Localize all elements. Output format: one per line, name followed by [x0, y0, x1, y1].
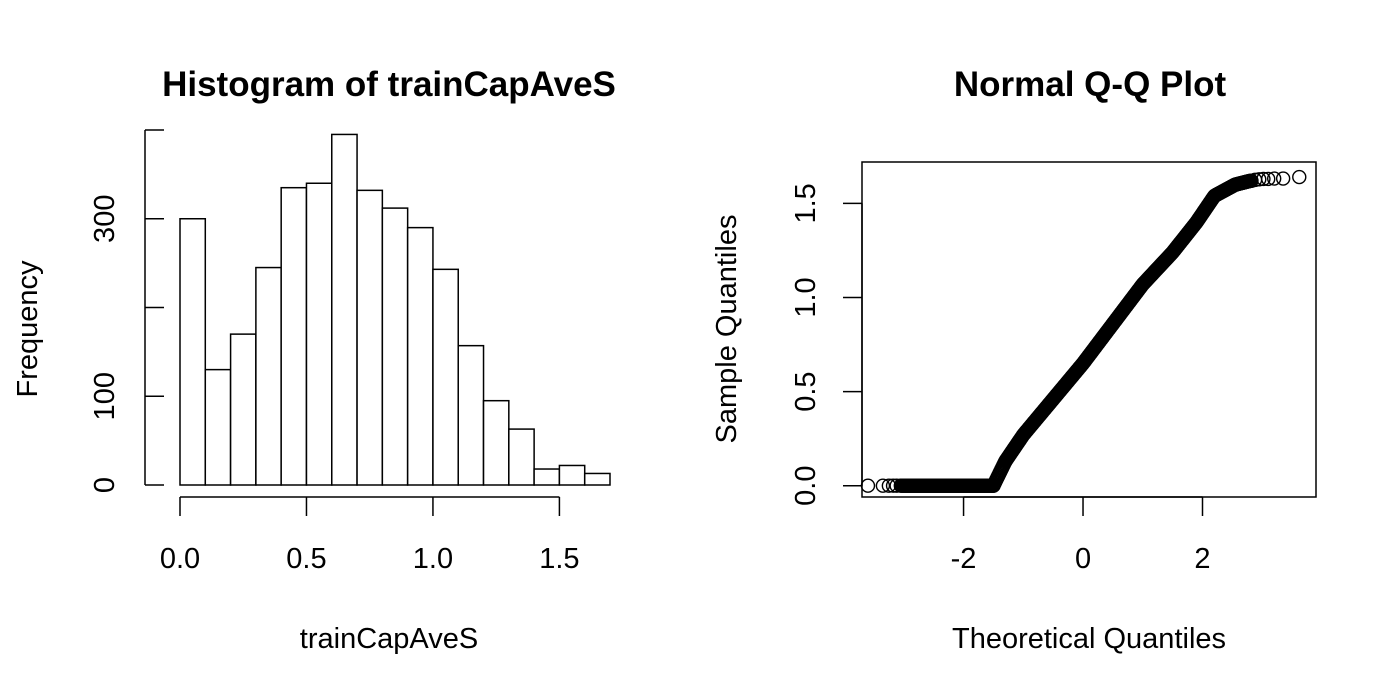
- histogram-x-axis: 0.0 0.5 1.0 1.5: [160, 496, 580, 575]
- qq-panel: Normal Q-Q Plot 0.0 0.5 1.0 1.5 -2 0 2 Theore…: [711, 65, 1317, 655]
- qq-y-tick-label: 0.0: [790, 466, 822, 506]
- histogram-x-tick-label: 1.5: [539, 543, 579, 575]
- qq-y-axis: 0.0 0.5 1.0 1.5: [790, 183, 863, 506]
- histogram-bar: [229, 333, 257, 486]
- qq-point: [1256, 171, 1271, 187]
- histogram-bar: [583, 472, 611, 486]
- histogram-panel: Histogram of trainCapAveS 0 100 300 0.0 0.5…: [12, 65, 616, 655]
- qq-x-tick-label: 0: [1075, 543, 1091, 575]
- histogram-bar: [457, 344, 485, 486]
- histogram-bar: [331, 133, 358, 486]
- histogram-bar: [255, 266, 282, 486]
- qq-point: [1252, 172, 1267, 187]
- histogram-bar: [432, 268, 459, 486]
- qq-plot-box: [861, 161, 1317, 498]
- histogram-y-tick-label: 0: [89, 477, 121, 493]
- histogram-bar: [179, 218, 207, 486]
- histogram-bar: [381, 207, 409, 486]
- histogram-x-axis-title: trainCapAveS: [300, 623, 478, 655]
- qq-point: [1261, 171, 1276, 187]
- qq-x-axis: -2 0 2: [951, 496, 1211, 575]
- histogram-bar: [204, 368, 232, 486]
- histogram-bar: [406, 226, 434, 486]
- histogram-bar: [356, 189, 384, 486]
- histogram-x-tick-label: 0.0: [160, 543, 200, 575]
- histogram-y-tick-label: 100: [89, 372, 121, 420]
- histogram-bar: [305, 182, 333, 486]
- qq-point: [875, 478, 891, 493]
- histogram-y-tick-label: 300: [89, 195, 121, 243]
- qq-title: Normal Q-Q Plot: [954, 65, 1227, 104]
- histogram-y-axis-title: Frequency: [12, 260, 44, 398]
- histogram-bar: [533, 468, 561, 486]
- histogram-bar: [558, 464, 586, 486]
- histogram-bars: [179, 133, 611, 486]
- histogram-x-tick-label: 0.5: [286, 543, 326, 575]
- qq-y-tick-label: 0.5: [790, 371, 822, 411]
- histogram-bar: [508, 428, 535, 486]
- qq-x-tick-label: 2: [1194, 543, 1210, 575]
- qq-point: [1292, 169, 1307, 185]
- qq-y-axis-title: Sample Quantiles: [711, 215, 743, 444]
- qq-point: [1266, 171, 1282, 186]
- qq-x-axis-title: Theoretical Quantiles: [952, 623, 1226, 655]
- qq-x-tick-label: -2: [951, 543, 977, 575]
- histogram-bar: [482, 399, 510, 486]
- histogram-x-tick-label: 1.0: [413, 543, 453, 575]
- histogram-y-axis: 0 100 300: [89, 129, 164, 493]
- qq-point: [1275, 171, 1291, 186]
- histogram-bar: [280, 186, 308, 486]
- histogram-title: Histogram of trainCapAveS: [162, 65, 616, 104]
- qq-y-tick-label: 1.0: [790, 277, 822, 317]
- qq-points: [860, 169, 1307, 493]
- qq-point: [860, 478, 876, 493]
- qq-y-tick-label: 1.5: [790, 183, 822, 223]
